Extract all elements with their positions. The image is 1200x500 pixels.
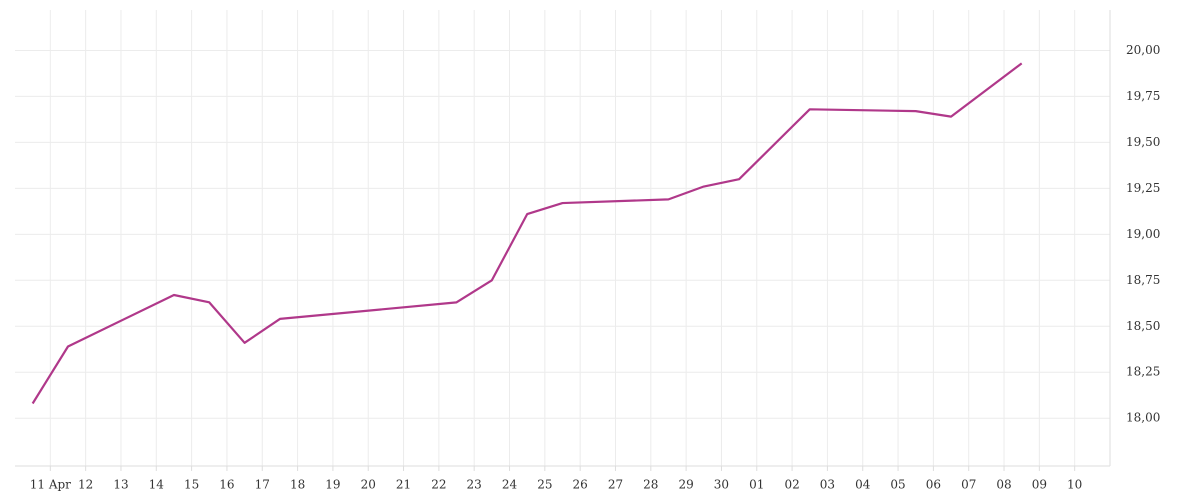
x-tick-label: 08: [996, 478, 1011, 492]
x-tick-label: 11 Apr: [30, 478, 71, 492]
x-tick-label: 13: [113, 478, 128, 492]
x-tick-label: 05: [890, 478, 905, 492]
x-tick-label: 17: [255, 478, 270, 492]
x-tick-label: 01: [749, 478, 764, 492]
x-tick-label: 03: [820, 478, 835, 492]
x-tick-label: 23: [467, 478, 482, 492]
x-tick-label: 20: [361, 478, 376, 492]
x-tick-label: 26: [573, 478, 588, 492]
data-line: [31, 62, 1023, 405]
x-tick-label: 28: [643, 478, 658, 492]
x-tick-label: 21: [396, 478, 411, 492]
x-tick-label: 29: [678, 478, 693, 492]
x-tick-label: 06: [926, 478, 941, 492]
x-tick-label: 25: [537, 478, 552, 492]
x-tick-label: 30: [714, 478, 729, 492]
x-tick-label: 24: [502, 478, 518, 492]
x-tick-label: 12: [78, 478, 93, 492]
x-tick-label: 22: [431, 478, 446, 492]
y-tick-label: 18,25: [1126, 365, 1160, 379]
y-tick-label: 18,50: [1126, 319, 1160, 333]
x-tick-label: 02: [784, 478, 799, 492]
x-tick-label: 15: [184, 478, 199, 492]
y-tick-label: 20,00: [1126, 43, 1160, 57]
x-tick-label: 16: [219, 478, 234, 492]
y-tick-label: 18,00: [1126, 411, 1160, 425]
x-tick-label: 10: [1067, 478, 1082, 492]
y-tick-label: 19,00: [1126, 227, 1160, 241]
x-tick-label: 14: [149, 478, 165, 492]
x-tick-label: 04: [855, 478, 871, 492]
x-tick-label: 07: [961, 478, 976, 492]
x-tick-label: 27: [608, 478, 623, 492]
x-tick-label: 09: [1032, 478, 1047, 492]
x-tick-label: 19: [325, 478, 340, 492]
y-tick-label: 19,25: [1126, 181, 1160, 195]
x-tick-label: 18: [290, 478, 305, 492]
y-tick-label: 19,75: [1126, 89, 1160, 103]
y-tick-label: 18,75: [1126, 273, 1160, 287]
y-tick-label: 19,50: [1126, 135, 1160, 149]
